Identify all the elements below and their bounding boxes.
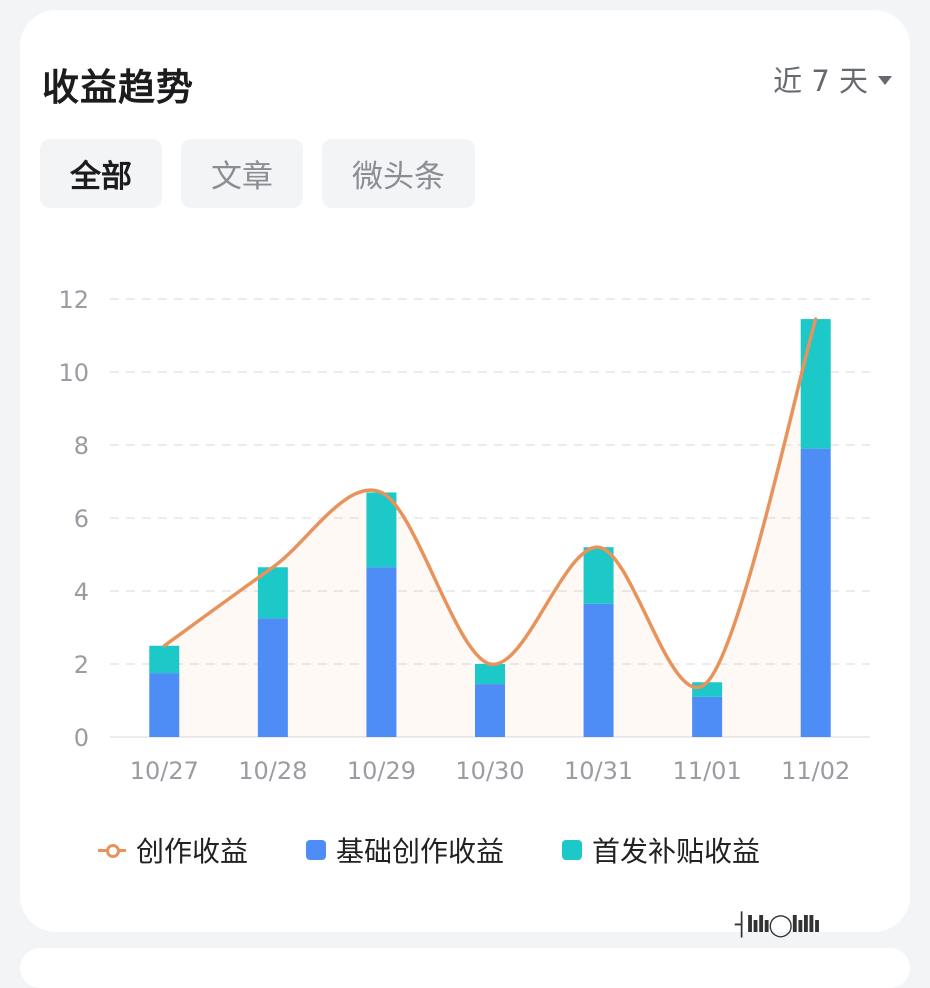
legend-item-total[interactable]: 创作收益	[98, 830, 248, 870]
bar-bonus	[475, 664, 505, 685]
legend-label-bonus: 首发补贴收益	[592, 835, 761, 868]
x-tick-label: 10/31	[564, 757, 633, 785]
tab-articles[interactable]: 文章	[181, 139, 303, 208]
bar-base	[366, 567, 397, 737]
date-range-dropdown[interactable]: 近 7 天	[773, 58, 892, 100]
bar-bonus	[583, 547, 614, 604]
legend-base-swatch	[306, 840, 327, 860]
tab-micro-posts[interactable]: 微头条	[322, 139, 475, 208]
x-tick-label: 10/29	[347, 757, 416, 785]
bar-base	[149, 673, 180, 737]
legend-item-bonus[interactable]: 首发补贴收益	[562, 830, 760, 870]
y-tick-label: 12	[58, 286, 89, 314]
bar-base	[800, 448, 831, 737]
y-tick-label: 4	[74, 578, 89, 606]
legend-label-base: 基础创作收益	[336, 835, 505, 868]
y-tick-label: 6	[74, 505, 89, 533]
earnings-chart: 0 2 4 6 8 10 12 10/27 10/28 10/29 10/30 10/31 11/01 1…	[58, 286, 870, 785]
card-title: 收益趋势	[42, 66, 194, 109]
watermark: ┤lılı◯lıllı	[735, 913, 821, 938]
bar-bonus	[149, 645, 180, 674]
bar-base	[257, 618, 288, 737]
x-tick-label: 10/30	[455, 757, 524, 785]
bar-base	[475, 684, 505, 737]
legend-label-total: 创作收益	[136, 835, 249, 868]
bar-base	[692, 696, 723, 737]
chart-legend: 创作收益 基础创作收益 首发补贴收益	[98, 830, 760, 870]
x-tick-label: 11/01	[673, 757, 742, 785]
category-tabs: 全部 文章 微头条	[40, 139, 475, 208]
x-tick-label: 11/02	[781, 757, 850, 785]
y-tick-label: 2	[74, 651, 89, 679]
bar-bonus	[800, 319, 831, 449]
bar-base	[583, 603, 614, 737]
y-tick-label: 8	[74, 432, 89, 460]
date-range-label: 近 7 天	[773, 64, 868, 98]
legend-bonus-swatch	[562, 840, 583, 860]
bar-bonus	[366, 492, 397, 568]
caret-down-icon	[878, 76, 892, 85]
x-tick-label: 10/27	[130, 757, 199, 785]
x-tick-label: 10/28	[238, 757, 307, 785]
line-total	[162, 317, 818, 689]
y-tick-label: 0	[74, 724, 89, 752]
y-tick-label: 10	[58, 359, 89, 387]
legend-item-base[interactable]: 基础创作收益	[306, 830, 504, 870]
tab-all[interactable]: 全部	[40, 139, 162, 208]
legend-line-swatch	[98, 840, 126, 860]
